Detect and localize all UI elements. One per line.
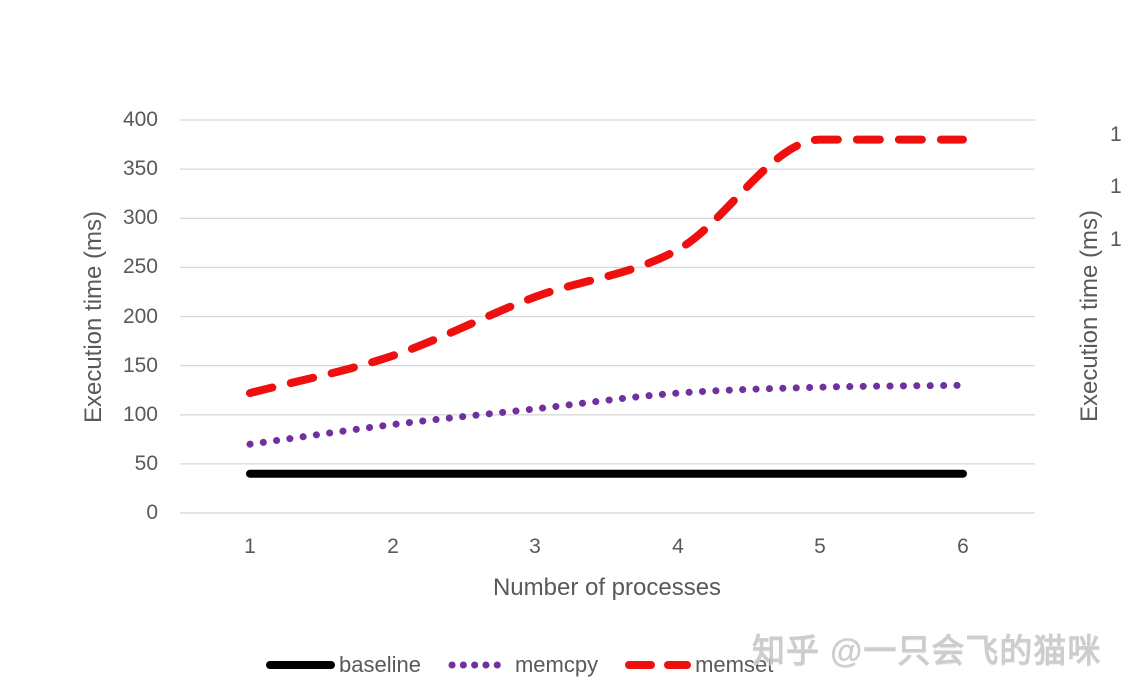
legend-swatch-memcpy [448,661,511,669]
legend-item-memset: memset [625,652,773,678]
legend-item-memcpy: memcpy [448,652,598,678]
right-axis-tick-label: 1 [1110,175,1122,198]
x-axis-tick-label: 4 [672,535,684,558]
x-axis-tick-label: 5 [814,535,826,558]
watermark: 知乎 @一只会飞的猫咪 [752,632,1102,669]
y-axis-tick-label: 0 [146,501,158,524]
x-axis-title: Number of processes [492,574,722,601]
y-axis-tick-label: 400 [122,108,158,131]
y-axis-title: Execution time (ms) [80,210,107,424]
legend-label-memcpy: memcpy [514,652,599,677]
series-line-memset [246,135,967,398]
right-axis-title: Execution time (ms) [1076,209,1103,423]
series-line-memcpy [246,381,967,448]
y-axis-tick-label: 250 [122,255,158,278]
chart-legend: baseline memcpy memset [266,652,773,678]
gridlines [180,119,1035,514]
series-lines [246,135,967,478]
x-axis-tick-label: 6 [957,535,969,558]
legend-item-baseline: baseline [266,652,421,678]
right-axis-tick-label: 1 [1110,123,1122,146]
x-axis-tick-label: 2 [387,535,399,558]
right-axis-tick-label: 1 [1110,228,1122,251]
x-axis-tick-label: 3 [529,535,541,558]
y-axis-tick-label: 300 [122,206,158,229]
y-axis-tick-label: 50 [134,452,158,475]
x-axis-tick-label: 1 [244,535,256,558]
y-axis-tick-label: 150 [122,354,158,377]
legend-label-baseline: baseline [339,652,421,677]
y-axis-tick-label: 100 [122,403,158,426]
legend-swatch-memset [625,661,692,669]
legend-label-memset: memset [695,652,774,677]
y-axis-tick-label: 200 [122,305,158,328]
y-axis-tick-label: 350 [122,157,158,180]
legend-swatch-baseline [266,661,335,669]
